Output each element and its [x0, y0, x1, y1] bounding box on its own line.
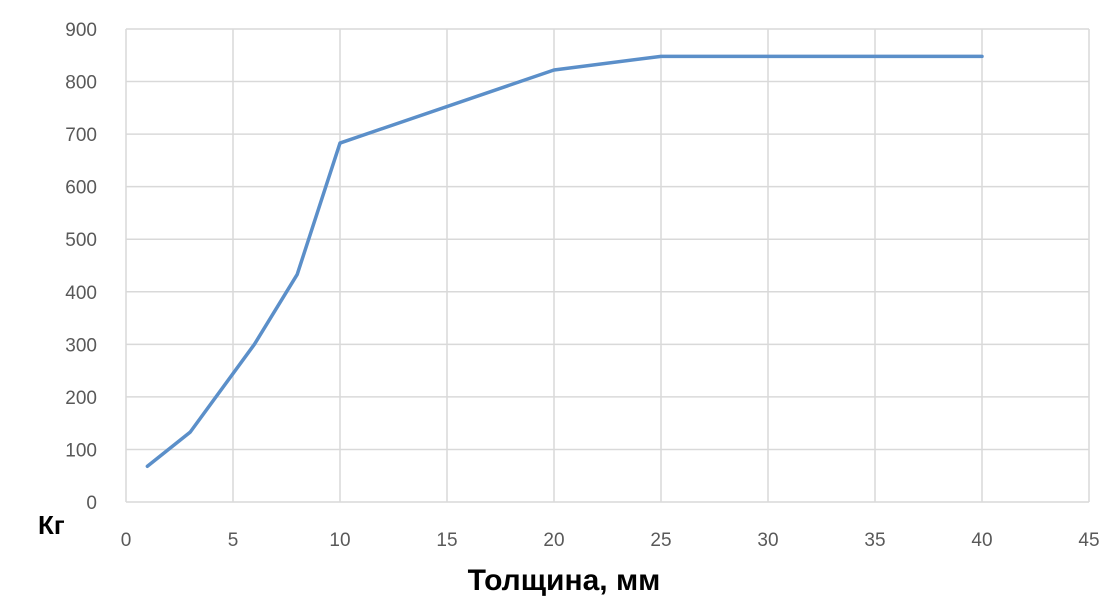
x-tick-label: 20	[543, 530, 564, 551]
y-tick-label: 0	[86, 493, 97, 514]
data-point	[143, 462, 151, 470]
y-tick-label: 900	[65, 20, 97, 41]
y-tick-label: 300	[65, 335, 97, 356]
tick-labels: 0 100 200 300 400 500 600 700 800 900 0 5 10 15 20 25 30…	[65, 20, 1099, 551]
y-tick-label: 100	[65, 440, 97, 461]
y-tick-label: 400	[65, 283, 97, 304]
y-axis-title: Кг	[38, 510, 65, 540]
x-tick-label: 15	[436, 530, 457, 551]
grid	[125, 28, 1090, 503]
x-tick-label: 5	[228, 530, 239, 551]
y-tick-label: 200	[65, 388, 97, 409]
data-point	[250, 340, 258, 348]
y-tick-label: 500	[65, 230, 97, 251]
data-point	[293, 270, 301, 278]
series-line	[145, 54, 984, 469]
x-tick-label: 30	[757, 530, 778, 551]
y-tick-label: 800	[65, 73, 97, 94]
series	[143, 52, 986, 470]
data-point	[657, 52, 665, 60]
x-tick-label: 0	[121, 530, 132, 551]
x-axis-title: Толщина, мм	[468, 564, 661, 597]
x-tick-label: 25	[650, 530, 671, 551]
data-point	[550, 66, 558, 74]
y-tick-label: 600	[65, 178, 97, 199]
y-tick-label: 700	[65, 125, 97, 146]
data-point	[336, 139, 344, 147]
data-point	[978, 52, 986, 60]
x-tick-label: 10	[329, 530, 350, 551]
data-point	[186, 428, 194, 436]
x-tick-label: 40	[971, 530, 992, 551]
x-tick-label: 35	[864, 530, 885, 551]
x-tick-label: 45	[1078, 530, 1099, 551]
